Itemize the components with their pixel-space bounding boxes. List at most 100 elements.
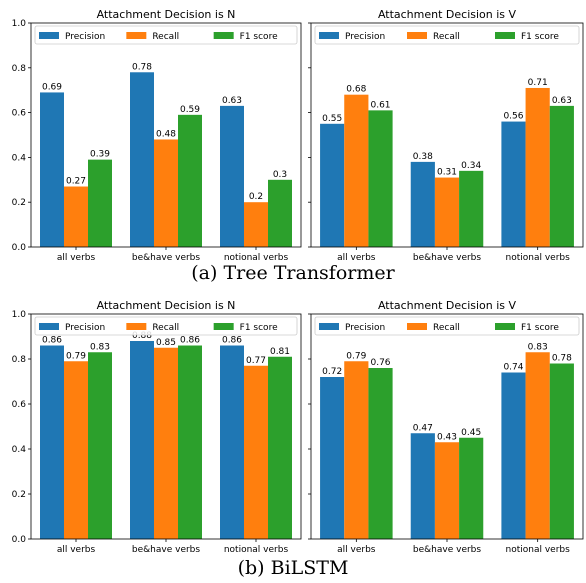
legend-swatch xyxy=(407,32,427,39)
bar-precision xyxy=(40,345,64,539)
x-tick-label: all verbs xyxy=(57,253,96,263)
chart-panel-3: Attachment Decision is N 0.86 0.79 0.83 all … xyxy=(12,299,302,555)
data-label: 0.71 xyxy=(528,78,548,88)
bar-f1-score xyxy=(549,105,574,247)
x-tick-label: notional verbs xyxy=(506,545,571,555)
data-label: 0.86 xyxy=(222,336,242,346)
data-label: 0.2 xyxy=(249,192,263,202)
data-label: 0.68 xyxy=(346,85,366,95)
bar-recall xyxy=(64,186,88,247)
bar-precision xyxy=(320,377,345,539)
data-label: 0.69 xyxy=(42,82,62,92)
legend-label: Recall xyxy=(152,32,179,42)
data-label: 0.27 xyxy=(66,177,86,187)
bar-precision xyxy=(220,105,244,247)
x-tick-label: be&have verbs xyxy=(413,253,481,263)
data-label: 0.76 xyxy=(370,358,390,368)
data-label: 0.45 xyxy=(461,428,481,438)
x-tick-label: notional verbs xyxy=(224,253,289,263)
legend-label: Precision xyxy=(65,323,105,333)
y-tick-label: 0.2 xyxy=(12,490,26,500)
legend-swatch xyxy=(126,323,147,330)
x-tick-label: notional verbs xyxy=(506,253,571,263)
bar-recall xyxy=(244,365,268,539)
data-label: 0.86 xyxy=(42,336,62,346)
legend-label: Recall xyxy=(152,323,179,333)
legend-label: F1 score xyxy=(521,32,559,42)
x-tick-label: be&have verbs xyxy=(132,545,200,555)
bar-recall xyxy=(434,442,460,539)
bar-precision xyxy=(40,92,64,247)
legend-swatch xyxy=(39,323,59,330)
legend-swatch xyxy=(213,323,234,330)
data-label: 0.88 xyxy=(132,331,152,341)
y-tick-label: 1.0 xyxy=(12,19,27,29)
bar-f1-score xyxy=(178,114,202,247)
bar-recall xyxy=(434,177,460,247)
legend-swatch xyxy=(213,32,234,39)
data-label: 0.56 xyxy=(503,112,523,122)
bar-f1-score xyxy=(459,437,484,539)
bar-recall xyxy=(525,352,550,539)
data-label: 0.47 xyxy=(413,423,433,433)
legend-swatch xyxy=(407,323,427,330)
x-tick-label: notional verbs xyxy=(224,545,289,555)
bar-precision xyxy=(410,433,435,539)
plot-frame xyxy=(30,313,302,540)
legend-box xyxy=(34,316,298,336)
chart-title: Attachment Decision is V xyxy=(378,299,517,312)
legend-label: Precision xyxy=(345,323,385,333)
chart-title: Attachment Decision is V xyxy=(378,8,517,21)
bar-precision xyxy=(130,72,154,247)
bar-recall xyxy=(344,94,369,248)
bar-f1-score xyxy=(268,179,292,247)
caption-a: (a) Tree Transformer xyxy=(191,262,395,284)
bar-f1-score xyxy=(88,159,112,247)
data-label: 0.74 xyxy=(503,363,523,373)
bar-recall xyxy=(344,361,369,539)
data-label: 0.63 xyxy=(552,96,572,106)
plot-frame xyxy=(310,313,584,540)
y-tick-label: 1.0 xyxy=(12,310,27,320)
y-tick-label: 0.6 xyxy=(12,400,27,410)
legend-label: Recall xyxy=(433,323,460,333)
bar-f1-score xyxy=(178,345,202,539)
y-tick-label: 0.6 xyxy=(12,109,27,119)
legend-label: F1 score xyxy=(521,323,559,333)
legend-box xyxy=(314,316,580,336)
bar-recall xyxy=(525,87,550,248)
chart-panel-2: Attachment Decision is V 0.55 0.68 0.61 all … xyxy=(308,8,584,263)
plot-frame xyxy=(310,22,584,248)
bar-f1-score xyxy=(549,363,574,539)
y-tick-label: 0.2 xyxy=(12,198,26,208)
x-tick-label: be&have verbs xyxy=(413,545,481,555)
data-label: 0.86 xyxy=(180,336,200,346)
data-label: 0.85 xyxy=(156,338,176,348)
y-tick-label: 0.0 xyxy=(12,535,27,545)
data-label: 0.43 xyxy=(437,432,457,442)
bar-recall xyxy=(244,202,268,247)
data-label: 0.55 xyxy=(322,114,342,124)
data-label: 0.48 xyxy=(156,129,176,139)
bar-precision xyxy=(130,341,154,539)
legend-swatch xyxy=(319,323,339,330)
y-tick-label: 0.8 xyxy=(12,355,27,365)
bar-precision xyxy=(410,161,435,247)
x-tick-label: all verbs xyxy=(337,253,376,263)
data-label: 0.81 xyxy=(270,347,290,357)
data-label: 0.39 xyxy=(90,150,110,160)
bar-recall xyxy=(154,139,178,247)
y-tick-label: 0.8 xyxy=(12,64,27,74)
y-tick-label: 0.4 xyxy=(12,153,27,163)
bar-f1-score xyxy=(268,356,292,539)
data-label: 0.59 xyxy=(180,105,200,115)
data-label: 0.78 xyxy=(552,354,572,364)
legend-label: Recall xyxy=(433,32,460,42)
data-label: 0.61 xyxy=(370,100,390,110)
legend-swatch xyxy=(495,323,515,330)
legend-box xyxy=(314,25,580,45)
legend-swatch xyxy=(126,32,147,39)
bar-precision xyxy=(320,123,345,247)
data-label: 0.38 xyxy=(413,152,433,162)
data-label: 0.34 xyxy=(461,161,481,171)
